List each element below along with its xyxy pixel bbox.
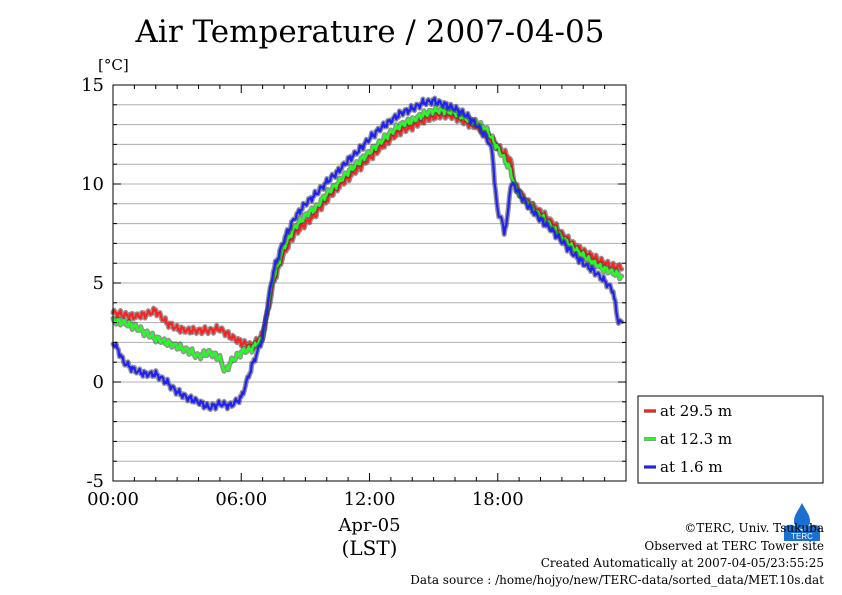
- x-tick-label: 00:00: [87, 489, 139, 510]
- terc-logo-icon: TERC: [782, 501, 822, 541]
- x-tick-label: 06:00: [215, 489, 267, 510]
- footer-created: Created Automatically at 2007-04-05/23:5…: [540, 556, 824, 570]
- legend-box: [637, 395, 824, 484]
- axis-ticks: [112, 84, 626, 482]
- x-tick-label: 18:00: [472, 489, 524, 510]
- legend: at 29.5 m at 12.3 m at 1.6 m: [637, 395, 824, 484]
- y-tick-label: 10: [81, 174, 104, 195]
- footer-site: Observed at TERC Tower site: [644, 539, 824, 553]
- footer-source: Data source : /home/hojyo/new/TERC-data/…: [410, 573, 824, 587]
- x-axis-date: Apr-05: [337, 515, 400, 536]
- legend-label: at 29.5 m: [660, 402, 732, 420]
- logo-text: TERC: [791, 532, 813, 541]
- series-line-0: [111, 110, 623, 351]
- series-lines: [110, 95, 625, 412]
- y-tick-label: 5: [93, 273, 104, 294]
- y-tick-label: 15: [81, 75, 104, 96]
- series-outline-0: [110, 109, 625, 352]
- axis-labels: 15 10 5 0 -500:00 06:00 12:00 18:00 [°C] Apr-05(L…: [81, 56, 524, 560]
- legend-label: at 1.6 m: [660, 458, 723, 476]
- x-axis-zone: (LST): [342, 536, 398, 560]
- series-line-2: [111, 96, 623, 411]
- legend-label: at 12.3 m: [660, 430, 732, 448]
- y-tick-label: 0: [93, 372, 104, 393]
- grid-lines: [113, 104, 626, 462]
- chart-title: Air Temperature / 2007-04-05: [135, 14, 605, 50]
- footer-copyright: ©TERC, Univ. Tsukuba: [684, 521, 824, 535]
- y-tick-label: -5: [86, 471, 104, 492]
- x-tick-label: 12:00: [344, 489, 396, 510]
- y-axis-unit: [°C]: [98, 56, 129, 74]
